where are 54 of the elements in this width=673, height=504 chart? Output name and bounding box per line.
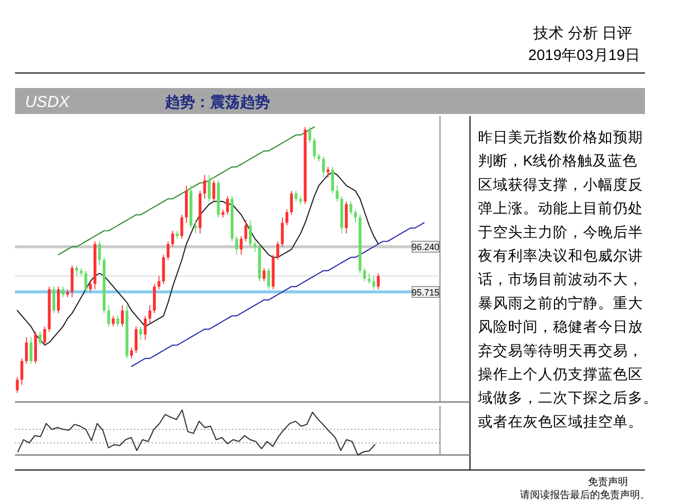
text: 免责声明 bbox=[588, 476, 628, 488]
candlestick bbox=[152, 283, 156, 314]
candlestick bbox=[331, 166, 334, 194]
text: 2019年03月19日 bbox=[528, 47, 640, 64]
candlestick bbox=[56, 286, 60, 314]
candlestick bbox=[30, 336, 32, 364]
candlestick bbox=[84, 270, 88, 292]
candlestick bbox=[52, 286, 56, 314]
candlestick bbox=[112, 315, 115, 327]
candlestick bbox=[248, 220, 252, 248]
candlestick bbox=[363, 268, 366, 282]
candlestick bbox=[162, 254, 165, 284]
candlestick bbox=[280, 216, 284, 248]
annotation: 95.715 bbox=[412, 287, 440, 298]
candlestick bbox=[354, 209, 357, 224]
chart-title: USDX bbox=[25, 94, 71, 111]
candlestick bbox=[208, 174, 211, 202]
text: 技术 分析 日评 bbox=[532, 25, 632, 42]
annotation: 96.240 bbox=[412, 242, 440, 252]
candlestick bbox=[70, 264, 74, 298]
candlestick bbox=[235, 236, 238, 256]
candlestick bbox=[368, 272, 371, 284]
candlestick bbox=[130, 347, 133, 359]
candlestick bbox=[20, 358, 24, 386]
candlestick bbox=[203, 174, 206, 200]
candlestick bbox=[285, 209, 288, 226]
candlestick bbox=[254, 240, 256, 252]
candlestick bbox=[226, 196, 229, 216]
candlestick bbox=[308, 126, 312, 144]
candlestick bbox=[38, 331, 42, 346]
candlestick bbox=[116, 315, 120, 327]
candlestick bbox=[267, 268, 270, 290]
candlestick bbox=[139, 326, 142, 340]
candlestick bbox=[25, 336, 28, 364]
candlestick bbox=[62, 286, 64, 298]
candlestick bbox=[262, 268, 266, 282]
candlestick bbox=[171, 230, 174, 248]
candlestick bbox=[294, 190, 298, 202]
candlestick bbox=[120, 304, 124, 327]
candlestick bbox=[16, 376, 19, 394]
candlestick bbox=[166, 240, 170, 260]
candlestick bbox=[322, 156, 325, 178]
candlestick bbox=[194, 220, 197, 234]
candlestick bbox=[240, 236, 243, 256]
chart-subtitle: 趋势：震荡趋势 bbox=[164, 94, 270, 111]
candlestick bbox=[98, 240, 101, 266]
candlestick bbox=[134, 326, 138, 354]
candlestick bbox=[158, 276, 160, 290]
candlestick bbox=[290, 190, 293, 216]
text: 昨日美元指数价格如预期判断，K线价格触及蓝色区域获得支撑，小幅度反弹上涨。动能上目前仍处于空头主力阶，今晚后半夜有利率决议和包威尔讲话，市场目前波动不大，暴风雨之前的宁静。重大风险时间，稳健者今日放弃交易等待明天再交易，操作上个人仍支撑蓝色区域做多，二次下探之后多。或者在灰色区域挂空单。 bbox=[478, 130, 658, 430]
candlestick bbox=[326, 166, 330, 178]
candlestick bbox=[349, 201, 352, 216]
text: 请阅读报告最后的免责声明。 bbox=[520, 489, 650, 501]
candlestick bbox=[88, 280, 92, 292]
